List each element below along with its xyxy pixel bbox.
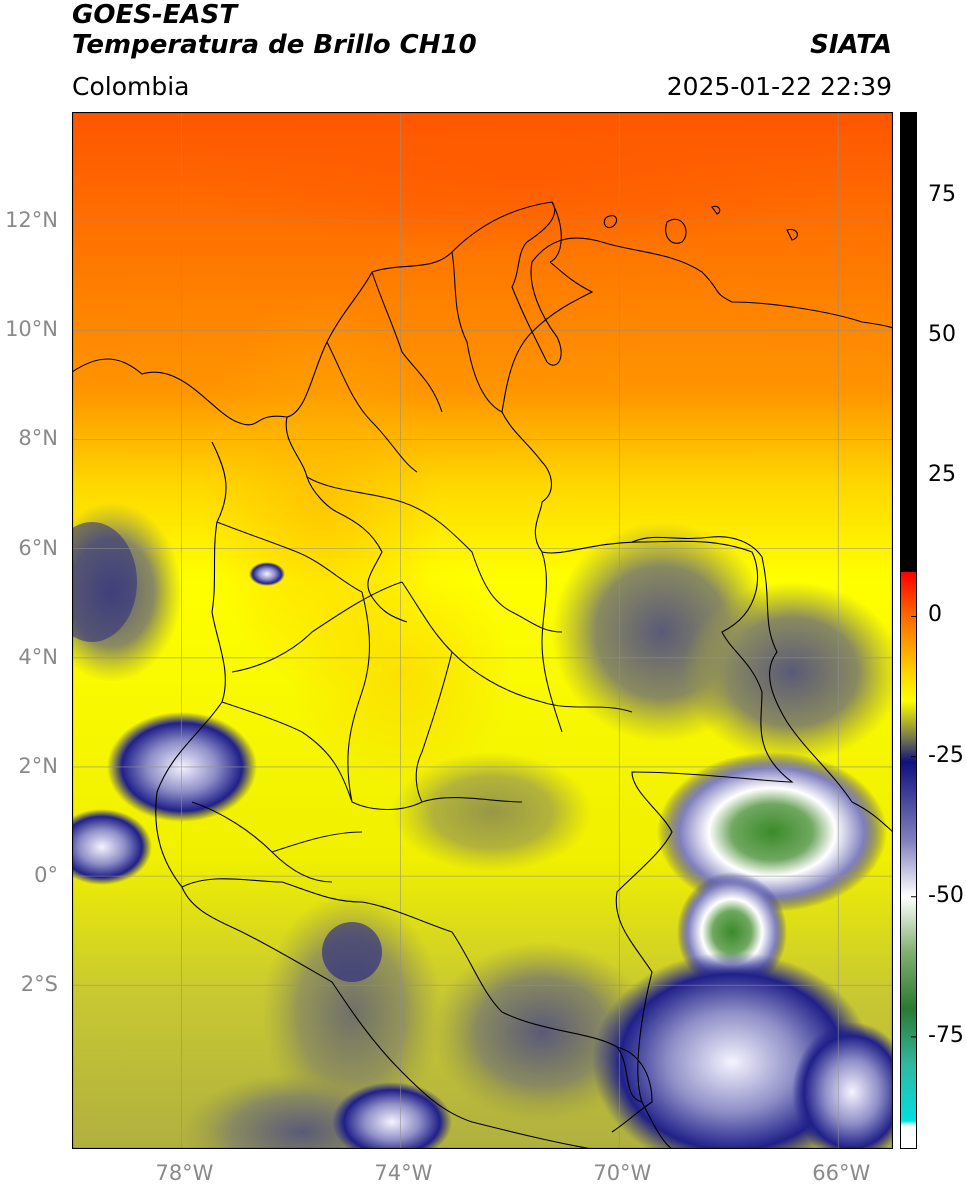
gridlines xyxy=(72,112,893,1149)
department-lines xyxy=(191,251,633,883)
lat-tick-label: 6°N xyxy=(18,535,58,560)
boundaries xyxy=(72,201,893,1149)
lat-tick-label: 10°N xyxy=(5,317,58,342)
lat-tick-label: 4°N xyxy=(18,644,58,669)
lat-tick-label: 2°S xyxy=(20,972,58,997)
lat-tick-label: 8°N xyxy=(18,426,58,451)
lon-tick-label: 66°W xyxy=(812,1161,871,1185)
colombia-border xyxy=(181,261,794,1103)
lat-tick-label: 0° xyxy=(34,863,58,888)
convective-cell xyxy=(657,752,887,912)
lon-tick-label: 74°W xyxy=(374,1161,433,1185)
cloud-area xyxy=(392,752,592,872)
convective-cell xyxy=(792,1022,893,1149)
warm-patch xyxy=(292,552,512,792)
convective-cell xyxy=(249,562,285,586)
satellite-title: GOES-EAST xyxy=(72,0,238,30)
lon-tick-label: 70°W xyxy=(593,1161,652,1185)
colorbar-tick-label: -25 xyxy=(928,742,964,768)
venezuela-border xyxy=(549,201,893,833)
colombia-west-coast xyxy=(155,441,227,888)
coastline-caribbean xyxy=(72,201,893,426)
lat-tick-label: 12°N xyxy=(5,208,58,233)
colorbar xyxy=(900,112,917,1149)
brazil-peru-border xyxy=(611,1046,673,1149)
region-label: Colombia xyxy=(72,72,190,101)
colorbar-tick-label: 50 xyxy=(928,322,956,348)
convective-cell xyxy=(72,809,152,885)
lon-tick-label: 78°W xyxy=(155,1161,214,1185)
colorbar-tick-label: 0 xyxy=(928,602,942,628)
brightness-temperature-map xyxy=(72,112,893,1149)
colorbar-ticks xyxy=(911,195,917,1038)
colorbar-tick-label: -50 xyxy=(928,882,964,908)
warm-patch xyxy=(182,112,862,252)
coastline-pacific xyxy=(285,416,408,623)
map-frame xyxy=(72,112,893,1149)
colorbar-tick-label: 25 xyxy=(928,462,956,488)
cloud-area xyxy=(72,522,137,642)
product-title: Temperatura de Brillo CH10 xyxy=(72,30,477,60)
agency-label: SIATA xyxy=(810,30,892,60)
convective-cell xyxy=(332,1082,452,1149)
caribbean-islands xyxy=(603,205,798,244)
convective-cell xyxy=(322,922,382,982)
colorbar-fill xyxy=(900,112,917,1149)
cloud-area xyxy=(682,582,893,762)
colorbar-tick-label: -75 xyxy=(928,1022,964,1048)
datetime-label: 2025-01-22 22:39 xyxy=(666,72,892,101)
colorbar-tick-label: 75 xyxy=(928,182,956,208)
ecuador-peru-border xyxy=(181,886,593,1149)
lat-tick-label: 2°N xyxy=(18,753,58,778)
